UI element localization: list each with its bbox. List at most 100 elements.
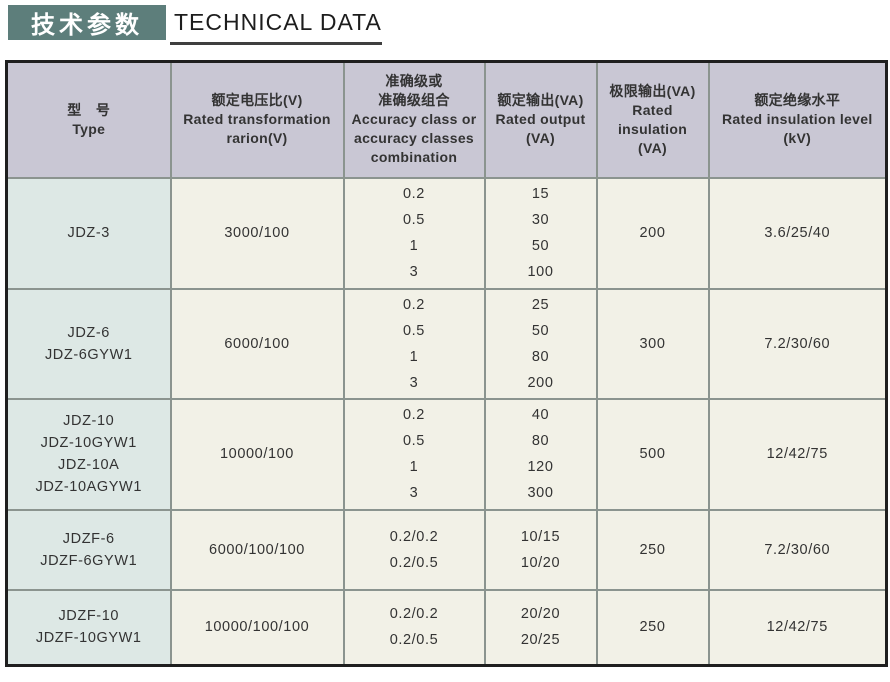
header-line: 型 号 xyxy=(67,101,111,118)
cell-line: 80 xyxy=(531,433,550,449)
table-row: JDZF-6 JDZF-6GYW1 6000/100/100 0.2/0.2 0.2/0… xyxy=(5,508,888,591)
cell-line: JDZF-6 xyxy=(62,530,115,547)
header-line: Rated transformation xyxy=(183,111,331,128)
cell-line: 12/42/75 xyxy=(766,619,828,636)
cell-line: 50 xyxy=(531,238,550,254)
cell-accuracy: 0.2 0.5 1 3 xyxy=(342,397,486,511)
cell-line: 300 xyxy=(639,335,666,352)
cell-line: JDZ-6GYW1 xyxy=(44,346,133,363)
cell-limit: 250 xyxy=(595,588,710,667)
cell-line: 20/25 xyxy=(520,632,561,649)
technical-data-table: 型 号 Type 额定电压比(V) Rated transformation rario… xyxy=(5,60,888,667)
cell-ratio: 6000/100/100 xyxy=(169,508,345,591)
cell-output: 10/15 10/20 xyxy=(483,508,598,591)
header-line: (VA) xyxy=(526,130,555,147)
cell-output: 25 50 80 200 xyxy=(483,287,598,400)
column-header-type: 型 号 Type xyxy=(5,60,172,179)
cell-line: 500 xyxy=(639,446,666,462)
header-line: rarion(V) xyxy=(226,130,288,147)
cell-line: 7.2/30/60 xyxy=(764,541,831,558)
column-header-ratio: 额定电压比(V) Rated transformation rarion(V) xyxy=(169,60,345,179)
cell-line: 40 xyxy=(531,407,550,423)
cell-line: 3 xyxy=(409,374,419,391)
cell-type: JDZF-10 JDZF-10GYW1 xyxy=(5,588,172,667)
cell-line: 12/42/75 xyxy=(766,446,828,462)
cell-ratio: 3000/100 xyxy=(169,176,345,290)
cell-line: 25 xyxy=(531,296,550,313)
cell-line: 3 xyxy=(409,485,419,501)
cell-accuracy: 0.2 0.5 1 3 xyxy=(342,176,486,290)
header-line: Accuracy class or xyxy=(351,111,477,128)
cell-line: 250 xyxy=(639,541,666,558)
cell-line: 100 xyxy=(527,264,554,280)
table-row: JDZF-10 JDZF-10GYW1 10000/100/100 0.2/0.2 0.… xyxy=(5,588,888,667)
cell-insulation: 3.6/25/40 xyxy=(707,176,888,290)
column-header-output: 额定输出(VA) Rated output (VA) xyxy=(483,60,598,179)
cell-line: JDZ-6 xyxy=(67,324,110,341)
cell-line: 0.2 xyxy=(403,186,425,202)
cell-limit: 500 xyxy=(595,397,710,511)
cell-line: 10/15 xyxy=(520,528,561,545)
cell-insulation: 12/42/75 xyxy=(707,588,888,667)
cell-line: 3000/100 xyxy=(224,225,290,241)
cell-line: 15 xyxy=(531,186,550,202)
cell-line: 0.2 xyxy=(403,296,425,313)
table-row: JDZ-3 3000/100 0.2 0.5 1 3 15 30 50 100 200 3.6/25/… xyxy=(5,176,888,290)
cell-line: 1 xyxy=(409,348,419,365)
cell-insulation: 7.2/30/60 xyxy=(707,508,888,591)
header-line: 准确级或 xyxy=(385,73,443,90)
cell-line: 200 xyxy=(527,374,554,391)
cell-line: JDZ-3 xyxy=(67,225,110,241)
cell-limit: 250 xyxy=(595,508,710,591)
cell-output: 20/20 20/25 xyxy=(483,588,598,667)
header-line: 额定输出(VA) xyxy=(497,92,584,109)
cell-line: JDZF-10 xyxy=(58,608,120,625)
cell-line: JDZF-6GYW1 xyxy=(40,552,138,569)
cell-line: JDZ-10AGYW1 xyxy=(35,479,142,495)
cell-ratio: 10000/100 xyxy=(169,397,345,511)
cell-type: JDZ-10 JDZ-10GYW1 JDZ-10A JDZ-10AGYW1 xyxy=(5,397,172,511)
column-header-insulation: 额定绝缘水平 Rated insulation level (kV) xyxy=(707,60,888,179)
cell-line: 1 xyxy=(409,238,419,254)
header-line: (VA) xyxy=(638,139,667,156)
header-line: accuracy classes xyxy=(353,130,474,147)
cell-limit: 300 xyxy=(595,287,710,400)
cell-line: JDZ-10 xyxy=(63,413,115,429)
cell-line: 10/20 xyxy=(520,554,561,571)
cell-line: 20/20 xyxy=(520,606,561,623)
cell-line: 300 xyxy=(527,485,554,501)
cell-line: 0.5 xyxy=(403,322,425,339)
cell-line: 0.5 xyxy=(403,433,425,449)
header-line: 额定绝缘水平 xyxy=(754,92,841,109)
cell-type: JDZF-6 JDZF-6GYW1 xyxy=(5,508,172,591)
cell-line: 0.5 xyxy=(403,212,425,228)
section-title-chinese: 技术参数 xyxy=(8,5,166,40)
cell-line: 0.2 xyxy=(403,407,425,423)
table-row: JDZ-10 JDZ-10GYW1 JDZ-10A JDZ-10AGYW1 10000/… xyxy=(5,397,888,511)
cell-accuracy: 0.2/0.2 0.2/0.5 xyxy=(342,588,486,667)
cell-line: 1 xyxy=(409,459,419,475)
cell-insulation: 7.2/30/60 xyxy=(707,287,888,400)
header-line: 额定电压比(V) xyxy=(211,92,303,109)
cell-ratio: 10000/100/100 xyxy=(169,588,345,667)
cell-line: 200 xyxy=(639,225,666,241)
table-body: JDZ-3 3000/100 0.2 0.5 1 3 15 30 50 100 200 3.6/25/… xyxy=(5,176,888,667)
cell-line: 10000/100 xyxy=(220,446,294,462)
header-row: 型 号 Type 额定电压比(V) Rated transformation rario… xyxy=(5,60,888,179)
table-header: 型 号 Type 额定电压比(V) Rated transformation rario… xyxy=(5,60,888,179)
header-line: Type xyxy=(72,120,106,137)
cell-limit: 200 xyxy=(595,176,710,290)
table-row: JDZ-6 JDZ-6GYW1 6000/100 0.2 0.5 1 3 25 50 80 200 3… xyxy=(5,287,888,400)
cell-line: 10000/100/100 xyxy=(204,619,310,636)
title-underline xyxy=(170,42,382,45)
cell-line: 6000/100/100 xyxy=(209,541,305,558)
cell-line: 0.2/0.2 xyxy=(389,606,439,623)
header-line: (kV) xyxy=(783,130,812,147)
cell-line: 0.2/0.5 xyxy=(389,632,439,649)
cell-line: 7.2/30/60 xyxy=(764,335,831,352)
cell-ratio: 6000/100 xyxy=(169,287,345,400)
cell-line: 250 xyxy=(639,619,666,636)
cell-type: JDZ-6 JDZ-6GYW1 xyxy=(5,287,172,400)
column-header-accuracy: 准确级或 准确级组合 Accuracy class or accuracy class… xyxy=(342,60,486,179)
cell-line: 3 xyxy=(409,264,419,280)
